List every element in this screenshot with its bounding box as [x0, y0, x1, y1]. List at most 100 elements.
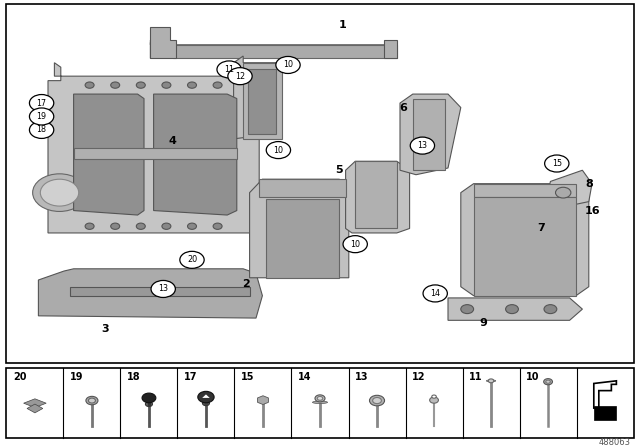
Circle shape: [228, 68, 252, 85]
Text: 10: 10: [350, 240, 360, 249]
Text: 19: 19: [36, 112, 47, 121]
Circle shape: [213, 223, 222, 229]
Text: 17: 17: [184, 372, 198, 383]
Polygon shape: [48, 63, 259, 237]
Text: 8: 8: [585, 179, 593, 189]
Polygon shape: [243, 63, 282, 139]
Circle shape: [136, 82, 145, 88]
Circle shape: [343, 236, 367, 253]
Polygon shape: [150, 29, 397, 58]
Text: 6: 6: [399, 103, 407, 112]
Polygon shape: [173, 45, 397, 58]
Circle shape: [545, 155, 569, 172]
Polygon shape: [384, 40, 397, 58]
Text: 15: 15: [241, 372, 255, 383]
Circle shape: [410, 137, 435, 154]
Polygon shape: [38, 269, 262, 318]
Circle shape: [29, 121, 54, 138]
Circle shape: [85, 223, 94, 229]
Circle shape: [29, 108, 54, 125]
Text: 18: 18: [127, 372, 141, 383]
Circle shape: [202, 401, 209, 405]
Text: 9: 9: [479, 318, 487, 327]
Text: 19: 19: [70, 372, 84, 383]
Polygon shape: [346, 161, 410, 233]
Circle shape: [136, 223, 145, 229]
Circle shape: [544, 379, 552, 385]
Text: 13: 13: [417, 141, 428, 150]
Polygon shape: [266, 199, 339, 278]
Circle shape: [162, 82, 171, 88]
Circle shape: [461, 305, 474, 314]
Circle shape: [317, 396, 323, 401]
Text: 20: 20: [187, 255, 197, 264]
Circle shape: [276, 56, 300, 73]
Polygon shape: [448, 298, 582, 320]
Circle shape: [198, 392, 214, 403]
Circle shape: [142, 393, 156, 403]
Text: 15: 15: [552, 159, 562, 168]
Text: 3: 3: [102, 324, 109, 334]
Circle shape: [217, 61, 241, 78]
Circle shape: [40, 179, 79, 206]
Text: 14: 14: [430, 289, 440, 298]
Circle shape: [29, 95, 54, 112]
Circle shape: [432, 395, 436, 398]
Text: 17: 17: [36, 99, 47, 108]
Text: 13: 13: [158, 284, 168, 293]
Circle shape: [88, 398, 95, 403]
Circle shape: [213, 82, 222, 88]
FancyBboxPatch shape: [6, 4, 634, 363]
Circle shape: [372, 397, 381, 404]
Polygon shape: [257, 396, 268, 405]
Circle shape: [506, 305, 518, 314]
Ellipse shape: [312, 401, 328, 404]
Polygon shape: [474, 197, 576, 296]
Text: 13: 13: [355, 372, 369, 383]
Circle shape: [111, 223, 120, 229]
Text: 12: 12: [412, 372, 426, 383]
Circle shape: [423, 285, 447, 302]
Circle shape: [151, 280, 175, 297]
Circle shape: [429, 397, 438, 403]
Circle shape: [369, 395, 385, 406]
Polygon shape: [154, 94, 237, 215]
Text: 10: 10: [283, 60, 293, 69]
Circle shape: [266, 142, 291, 159]
Polygon shape: [74, 148, 237, 159]
Text: 10: 10: [273, 146, 284, 155]
FancyBboxPatch shape: [6, 368, 634, 438]
Polygon shape: [234, 56, 282, 139]
Polygon shape: [594, 381, 616, 408]
Text: 18: 18: [36, 125, 47, 134]
Text: 7: 7: [537, 224, 545, 233]
Circle shape: [188, 82, 196, 88]
Circle shape: [145, 401, 152, 406]
Circle shape: [556, 187, 571, 198]
Polygon shape: [259, 179, 346, 197]
Polygon shape: [27, 404, 43, 413]
Polygon shape: [250, 179, 349, 278]
Polygon shape: [248, 69, 276, 134]
Polygon shape: [74, 94, 144, 215]
Text: 12: 12: [235, 72, 245, 81]
Text: 1: 1: [339, 20, 346, 30]
Text: 5: 5: [335, 165, 343, 175]
Polygon shape: [202, 394, 210, 398]
Circle shape: [180, 251, 204, 268]
Polygon shape: [461, 184, 589, 296]
Polygon shape: [400, 94, 461, 175]
Text: 20: 20: [13, 372, 27, 383]
Circle shape: [544, 305, 557, 314]
Circle shape: [488, 379, 494, 383]
Text: 4: 4: [169, 136, 177, 146]
Text: 10: 10: [527, 372, 540, 383]
Text: 2: 2: [243, 280, 250, 289]
Circle shape: [33, 174, 86, 211]
Text: 11: 11: [224, 65, 234, 74]
Circle shape: [162, 223, 171, 229]
Polygon shape: [547, 170, 592, 208]
Polygon shape: [355, 161, 397, 228]
Text: 488063: 488063: [598, 438, 630, 447]
Polygon shape: [474, 184, 576, 197]
